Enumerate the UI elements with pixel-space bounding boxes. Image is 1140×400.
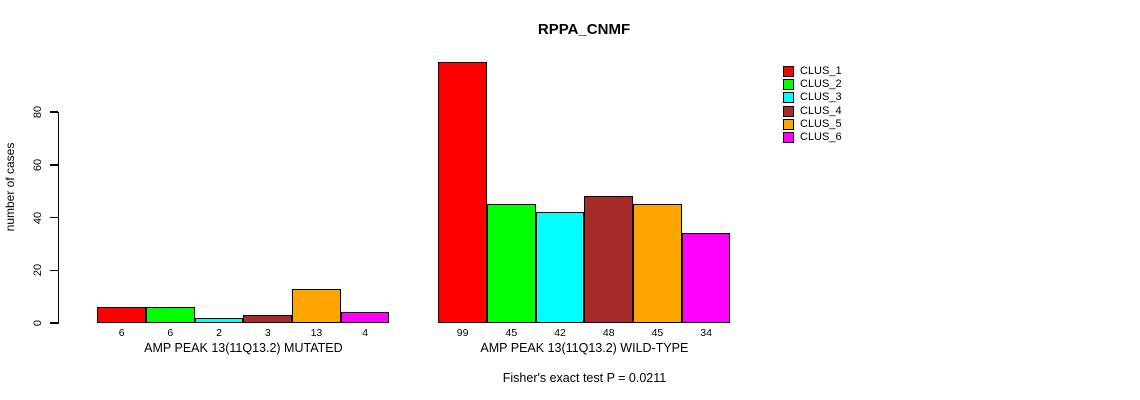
bar-clus_4-group1 [243,315,293,323]
y-tick-mark [50,164,58,166]
bar-value-label: 13 [310,326,323,339]
bar-clus_4-group2 [584,196,634,323]
legend-label: CLUS_4 [800,104,842,117]
legend-label: CLUS_3 [800,91,842,104]
bar-clus_2-group1 [146,307,195,323]
legend-swatch-icon [783,105,794,117]
y-axis-line [57,111,59,324]
legend-swatch-icon [783,79,794,91]
bar-clus_6-group2 [681,233,731,323]
legend-swatch-icon [783,92,794,104]
bar-value-label: 45 [651,326,664,339]
legend-label: CLUS_1 [800,65,842,77]
y-tick-label: 20 [32,264,44,277]
group-label-2: AMP PEAK 13(11Q13.2) WILD-TYPE [480,341,689,355]
y-tick-label: 0 [32,319,44,327]
legend-item-clus_1: CLUS_1 [783,66,842,77]
bar-value-label: 6 [167,326,174,339]
bar-value-label: 34 [700,326,712,339]
y-axis-label: number of cases [3,142,17,232]
bar-clus_2-group2 [487,204,536,323]
bar-clus_5-group2 [633,204,682,323]
y-tick-mark [50,269,58,271]
legend-item-clus_2: CLUS_2 [783,78,842,91]
legend-item-clus_5: CLUS_5 [783,117,842,130]
legend-swatch-icon [783,118,794,130]
bar-clus_5-group1 [292,288,341,323]
bar-value-label: 99 [456,326,469,339]
bar-value-label: 6 [118,326,125,339]
y-tick-mark [50,216,58,219]
y-tick-label: 60 [32,158,44,171]
legend-label: CLUS_6 [800,131,842,143]
y-tick-label: 80 [32,105,44,119]
y-tick-label: 40 [32,211,44,224]
legend-item-clus_3: CLUS_3 [783,91,842,104]
group-label-1: AMP PEAK 13(11Q13.2) MUTATED [144,341,343,355]
legend-label: CLUS_5 [800,117,842,130]
bar-value-label: 48 [602,326,615,339]
chart-title: RPPA_CNMF [537,21,631,38]
bar-value-label: 45 [505,326,518,339]
legend-label: CLUS_2 [800,78,842,91]
y-tick-mark [50,111,58,113]
legend-item-clus_4: CLUS_4 [783,104,842,117]
legend-swatch-icon [783,132,794,143]
bar-clus_1-group2 [438,61,487,323]
y-tick-mark [50,322,58,324]
bar-clus_3-group2 [535,212,585,323]
bar-value-label: 2 [216,326,222,339]
fisher-test-footnote: Fisher's exact test P = 0.0211 [502,371,667,385]
legend-item-clus_6: CLUS_6 [783,132,842,143]
legend-swatch-icon [783,66,794,77]
bar-value-label: 4 [362,326,369,339]
bar-clus_3-group1 [194,317,244,323]
bar-clus_1-group1 [97,307,146,323]
bar-value-label: 42 [554,326,566,339]
bar-value-label: 3 [264,326,271,339]
bar-clus_6-group1 [340,312,390,323]
